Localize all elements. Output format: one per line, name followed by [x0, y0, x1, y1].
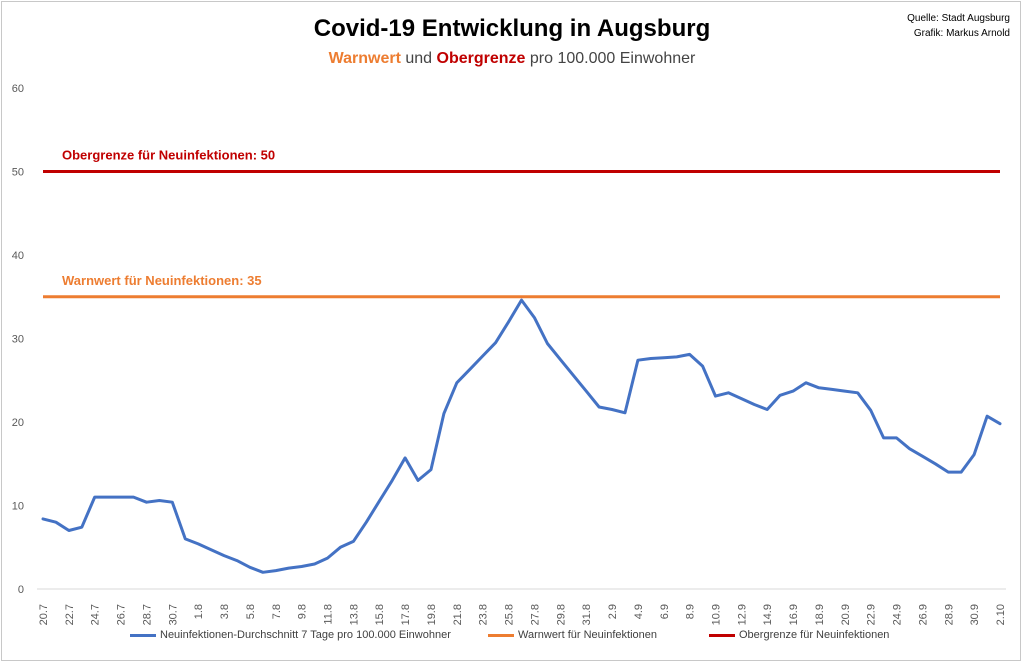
x-tick-label: 3.8 [219, 604, 231, 619]
x-tick-label: 27.8 [529, 604, 541, 625]
chart-legend: Neuinfektionen-Durchschnitt 7 Tage pro 1… [0, 629, 1024, 649]
legend-label: Obergrenze für Neuinfektionen [739, 629, 890, 641]
x-tick-label: 24.9 [892, 604, 904, 625]
legend-item: Neuinfektionen-Durchschnitt 7 Tage pro 1… [130, 629, 451, 641]
source-line: Quelle: Stadt Augsburg [907, 13, 1010, 24]
subtitle-und: und [400, 50, 437, 67]
x-tick-label: 13.8 [348, 604, 360, 625]
x-tick-label: 1.8 [193, 604, 205, 619]
x-tick-label: 28.9 [943, 604, 955, 625]
subtitle-obergrenze: Obergrenze [436, 50, 526, 67]
x-tick-label: 21.8 [452, 604, 464, 625]
legend-label: Neuinfektionen-Durchschnitt 7 Tage pro 1… [160, 629, 451, 641]
y-tick-label: 30 [12, 334, 24, 346]
y-tick-label: 60 [12, 83, 24, 95]
x-tick-label: 26.7 [116, 604, 128, 625]
y-tick-label: 0 [18, 584, 24, 596]
x-tick-label: 30.9 [969, 604, 981, 625]
subtitle-warnwert: Warnwert [328, 50, 401, 67]
legend-swatch [130, 633, 156, 637]
x-tick-label: 2.10 [995, 604, 1007, 625]
x-tick-label: 25.8 [504, 604, 516, 625]
annotation-label: Obergrenze für Neuinfektionen: 50 [62, 148, 275, 163]
x-tick-label: 7.8 [271, 604, 283, 619]
x-tick-label: 16.9 [788, 604, 800, 625]
x-tick-label: 11.8 [323, 604, 335, 625]
chart-title: Covid-19 Entwicklung in Augsburg [313, 15, 711, 42]
x-tick-label: 29.8 [555, 604, 567, 625]
x-tick-label: 31.8 [581, 604, 593, 625]
legend-swatch [709, 633, 735, 637]
x-tick-label: 20.7 [38, 604, 50, 625]
x-tick-label: 17.8 [400, 604, 412, 625]
y-tick-label: 20 [12, 417, 24, 429]
legend-item: Warnwert für Neuinfektionen [488, 629, 657, 641]
y-tick-label: 10 [12, 501, 24, 513]
x-tick-label: 22.7 [64, 604, 76, 625]
x-tick-label: 20.9 [840, 604, 852, 625]
x-tick-label: 24.7 [90, 604, 102, 625]
x-tick-label: 14.9 [762, 604, 774, 625]
legend-swatch [488, 633, 514, 637]
x-tick-label: 5.8 [245, 604, 257, 619]
x-tick-label: 19.8 [426, 604, 438, 625]
x-tick-label: 30.7 [167, 604, 179, 625]
legend-label: Warnwert für Neuinfektionen [518, 629, 657, 641]
series-line-neuinfektionen [41, 298, 1002, 574]
x-tick-label: 15.8 [374, 604, 386, 625]
source-note: Quelle: Stadt Augsburg Grafik: Markus Ar… [907, 11, 1010, 41]
x-tick-label: 9.8 [297, 604, 309, 619]
x-tick-label: 6.9 [659, 604, 671, 619]
chart-subtitle: Warnwert und Obergrenze pro 100.000 Einw… [0, 50, 1024, 68]
x-tick-label: 23.8 [478, 604, 490, 625]
x-tick-label: 28.7 [141, 604, 153, 625]
x-tick-label: 8.9 [685, 604, 697, 619]
x-tick-label: 4.9 [633, 604, 645, 619]
x-tick-label: 18.9 [814, 604, 826, 625]
credit-line: Grafik: Markus Arnold [913, 28, 1010, 39]
y-tick-label: 50 [12, 167, 24, 179]
subtitle-rest: pro 100.000 Einwohner [525, 50, 696, 67]
x-tick-label: 26.9 [917, 604, 929, 625]
x-tick-label: 10.9 [710, 604, 722, 625]
x-tick-label: 2.9 [607, 604, 619, 619]
y-tick-label: 40 [12, 250, 24, 262]
annotation-label: Warnwert für Neuinfektionen: 35 [62, 273, 262, 288]
x-tick-label: 12.9 [736, 604, 748, 625]
x-tick-label: 22.9 [866, 604, 878, 625]
legend-item: Obergrenze für Neuinfektionen [709, 629, 889, 641]
